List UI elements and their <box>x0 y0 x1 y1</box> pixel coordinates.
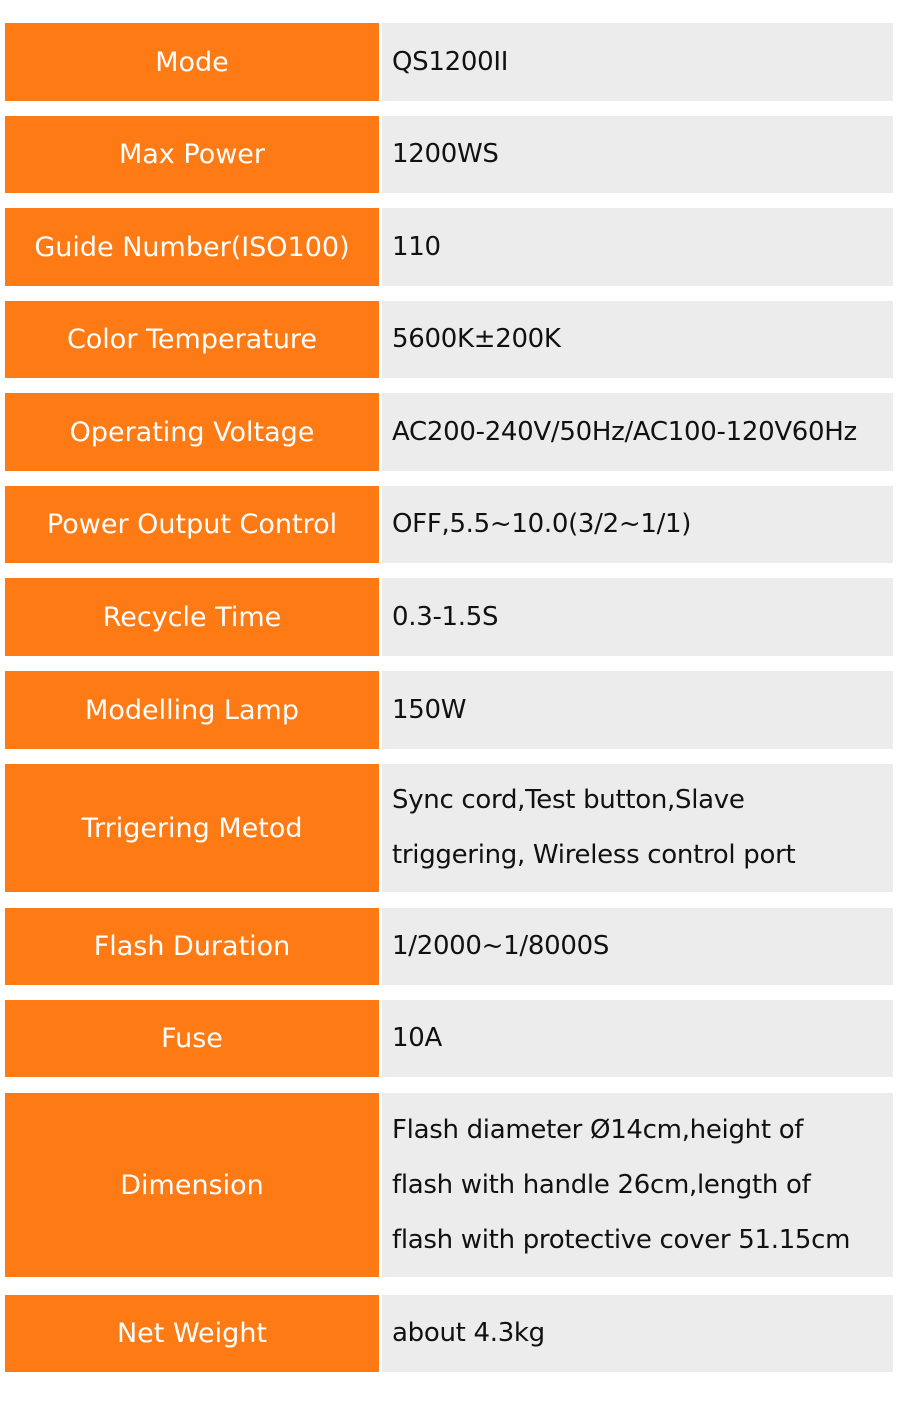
spec-value: 0.3-1.5S <box>382 578 893 656</box>
spec-value: 150W <box>382 671 893 749</box>
spec-value: 5600K±200K <box>382 301 893 378</box>
spec-value-line: triggering, Wireless control port <box>392 840 796 870</box>
spec-row: Trrigering Metod Sync cord,Test button,Sl… <box>5 764 893 892</box>
spec-value-line: Flash diameter Ø14cm,height of <box>392 1114 804 1145</box>
spec-row: Flash Duration 1/2000~1/8000S <box>5 908 893 985</box>
spec-row: Color Temperature 5600K±200K <box>5 301 893 378</box>
spec-value-line: 0.3-1.5S <box>392 601 499 632</box>
spec-label: Trrigering Metod <box>5 764 379 892</box>
spec-label: Modelling Lamp <box>5 671 379 749</box>
spec-row: Fuse 10A <box>5 1000 893 1077</box>
spec-value-line: 1200WS <box>392 139 499 169</box>
spec-table: Mode QS1200II Max Power 1200WS Guide Number(… <box>5 23 893 1372</box>
spec-value: 1/2000~1/8000S <box>382 908 893 985</box>
spec-label: Mode <box>5 23 379 101</box>
spec-value: Sync cord,Test button,Slave triggering, W… <box>382 764 893 892</box>
spec-row: Recycle Time 0.3-1.5S <box>5 578 893 656</box>
spec-value: OFF,5.5~10.0(3/2~1/1) <box>382 486 893 563</box>
spec-value-line: Sync cord,Test button,Slave <box>392 785 745 815</box>
spec-row: Mode QS1200II <box>5 23 893 101</box>
spec-value-line: AC200-240V/50Hz/AC100-120V60Hz <box>392 416 857 447</box>
spec-label: Power Output Control <box>5 486 379 563</box>
spec-value-line: 1/2000~1/8000S <box>392 931 610 961</box>
spec-label: Recycle Time <box>5 578 379 656</box>
spec-value-line: flash with handle 26cm,length of <box>392 1169 811 1200</box>
spec-value: AC200-240V/50Hz/AC100-120V60Hz <box>382 393 893 471</box>
spec-row: Modelling Lamp 150W <box>5 671 893 749</box>
spec-value-line: 5600K±200K <box>392 324 561 354</box>
spec-value: 110 <box>382 208 893 286</box>
spec-row: Operating Voltage AC200-240V/50Hz/AC100-1… <box>5 393 893 471</box>
spec-label: Color Temperature <box>5 301 379 378</box>
spec-value: QS1200II <box>382 23 893 101</box>
spec-label: Dimension <box>5 1093 379 1277</box>
spec-label: Fuse <box>5 1000 379 1077</box>
spec-value-line: 110 <box>392 231 441 262</box>
spec-label: Max Power <box>5 116 379 193</box>
spec-row: Guide Number(ISO100) 110 <box>5 208 893 286</box>
spec-value-line: 150W <box>392 694 467 725</box>
spec-value: about 4.3kg <box>382 1295 893 1372</box>
spec-value-line: about 4.3kg <box>392 1318 545 1348</box>
spec-value: 10A <box>382 1000 893 1077</box>
spec-value: Flash diameter Ø14cm,height of flash with… <box>382 1093 893 1277</box>
spec-value: 1200WS <box>382 116 893 193</box>
spec-row: Dimension Flash diameter Ø14cm,height of f… <box>5 1093 893 1277</box>
spec-label: Flash Duration <box>5 908 379 985</box>
spec-label: Net Weight <box>5 1295 379 1372</box>
spec-value-line: OFF,5.5~10.0(3/2~1/1) <box>392 509 692 539</box>
spec-row: Max Power 1200WS <box>5 116 893 193</box>
spec-row: Net Weight about 4.3kg <box>5 1295 893 1372</box>
spec-label: Operating Voltage <box>5 393 379 471</box>
spec-value-line: flash with protective cover 51.15cm <box>392 1224 851 1255</box>
spec-row: Power Output Control OFF,5.5~10.0(3/2~1/1… <box>5 486 893 563</box>
spec-value-line: QS1200II <box>392 46 509 77</box>
spec-value-line: 10A <box>392 1023 442 1053</box>
spec-label: Guide Number(ISO100) <box>5 208 379 286</box>
